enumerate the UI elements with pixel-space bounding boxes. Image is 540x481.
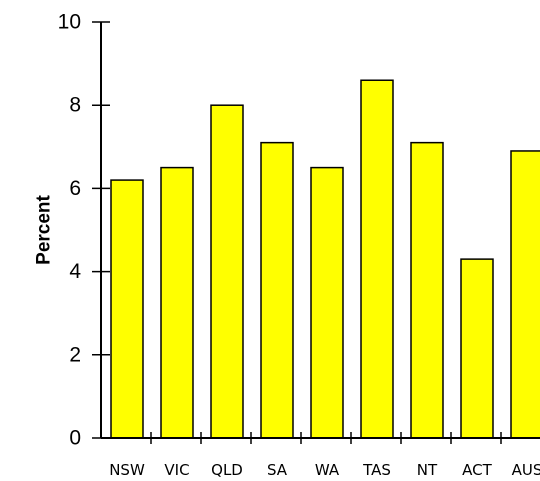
bar-act <box>460 258 494 439</box>
y-tick-label: 6 <box>69 177 81 200</box>
y-ticks: 0 2 4 6 8 10 <box>58 11 110 450</box>
x-tick-label-vic: VIC <box>164 461 189 479</box>
x-tick-label-aus: AUS <box>512 461 540 479</box>
x-tick-label-wa: WA <box>315 461 340 479</box>
y-tick-label: 2 <box>69 343 81 366</box>
bar-aus <box>510 150 540 439</box>
x-tick-label-nsw: NSW <box>109 461 145 479</box>
y-tick-label: 4 <box>69 260 81 283</box>
y-tick-label: 8 <box>69 94 81 117</box>
bar-wa <box>310 166 344 439</box>
x-tick-label-qld: QLD <box>211 461 243 479</box>
bar-nt <box>410 141 444 439</box>
bar-qld <box>210 104 244 439</box>
y-tick-label: 10 <box>58 11 81 34</box>
bar-tas <box>360 79 394 439</box>
bar-sa <box>260 141 294 439</box>
x-tick-label-sa: SA <box>267 461 288 479</box>
bar-nsw <box>110 179 144 439</box>
x-tick-label-nt: NT <box>417 461 438 479</box>
y-tick-label: 0 <box>69 427 81 450</box>
x-ticks: NSW VIC QLD SA WA TAS NT ACT AUS <box>109 432 540 479</box>
bar-vic <box>160 166 194 439</box>
x-tick-label-act: ACT <box>462 461 492 479</box>
x-tick-label-tas: TAS <box>362 461 391 479</box>
y-axis-label: Percent <box>34 194 55 264</box>
bar-group <box>110 79 540 439</box>
